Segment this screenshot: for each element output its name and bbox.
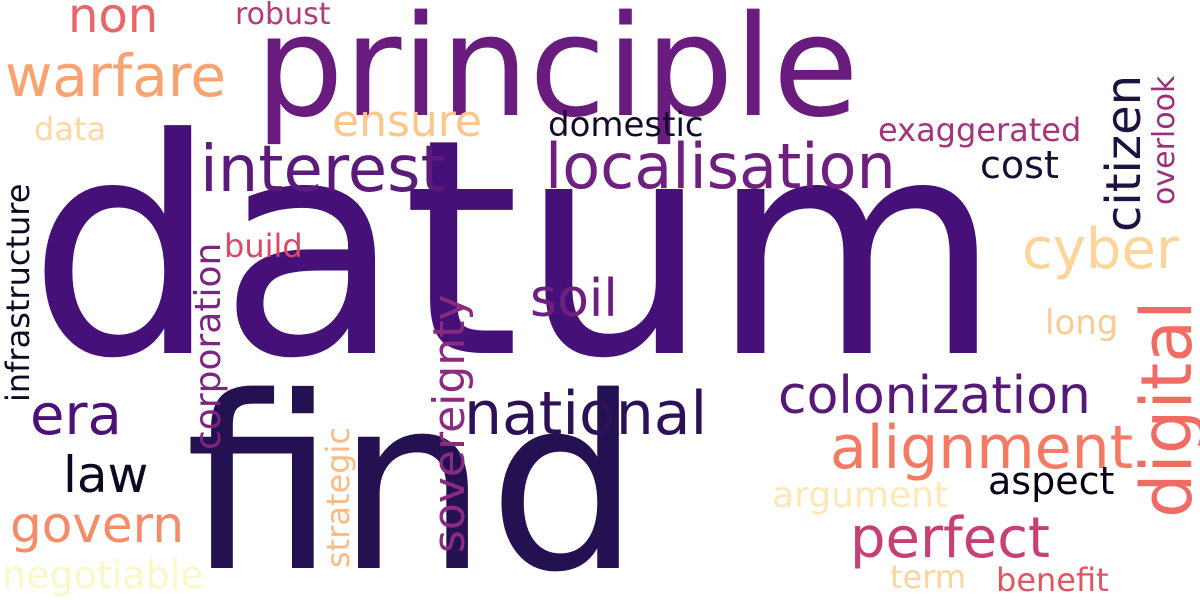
word-soil: soil	[530, 269, 618, 329]
word-sovereignty: sovereignty	[424, 294, 475, 553]
word-citizen: citizen	[1096, 74, 1152, 232]
word-localisation: localisation	[545, 130, 896, 203]
word-negotiable: negotiable	[2, 553, 204, 597]
word-find: find	[185, 345, 641, 600]
word-aspect: aspect	[988, 459, 1115, 503]
word-era: era	[30, 383, 122, 448]
word-datum: datum	[28, 75, 1003, 424]
word-benefit: benefit	[996, 561, 1109, 599]
word-strategic: strategic	[319, 426, 357, 568]
word-corporation: corporation	[188, 242, 229, 450]
word-cyber: cyber	[1022, 217, 1179, 282]
word-non: non	[68, 0, 159, 44]
word-national: national	[464, 379, 708, 449]
word-govern: govern	[10, 496, 185, 554]
word-digital: digital	[1126, 300, 1200, 518]
word-domestic: domestic	[548, 105, 704, 145]
word-cost: cost	[980, 143, 1059, 187]
word-ensure: ensure	[332, 96, 482, 147]
word-argument: argument	[772, 475, 949, 516]
word-build: build	[224, 227, 303, 265]
word-infrastructure: infrastructure	[0, 183, 37, 402]
word-perfect: perfect	[850, 506, 1050, 571]
word-interest: interest	[200, 133, 446, 207]
word-alignment: alignment	[830, 413, 1134, 483]
word-exaggerated: exaggerated	[878, 111, 1082, 149]
word-warfare: warfare	[5, 42, 227, 110]
word-law: law	[63, 446, 149, 504]
word-principle: principle	[255, 0, 859, 149]
word-robust: robust	[235, 0, 331, 32]
word-long: long	[1045, 303, 1119, 343]
word-overlook: overlook	[1147, 75, 1182, 205]
word-data: data	[34, 110, 107, 148]
word-term: term	[890, 558, 966, 596]
word-colonization: colonization	[778, 366, 1091, 426]
